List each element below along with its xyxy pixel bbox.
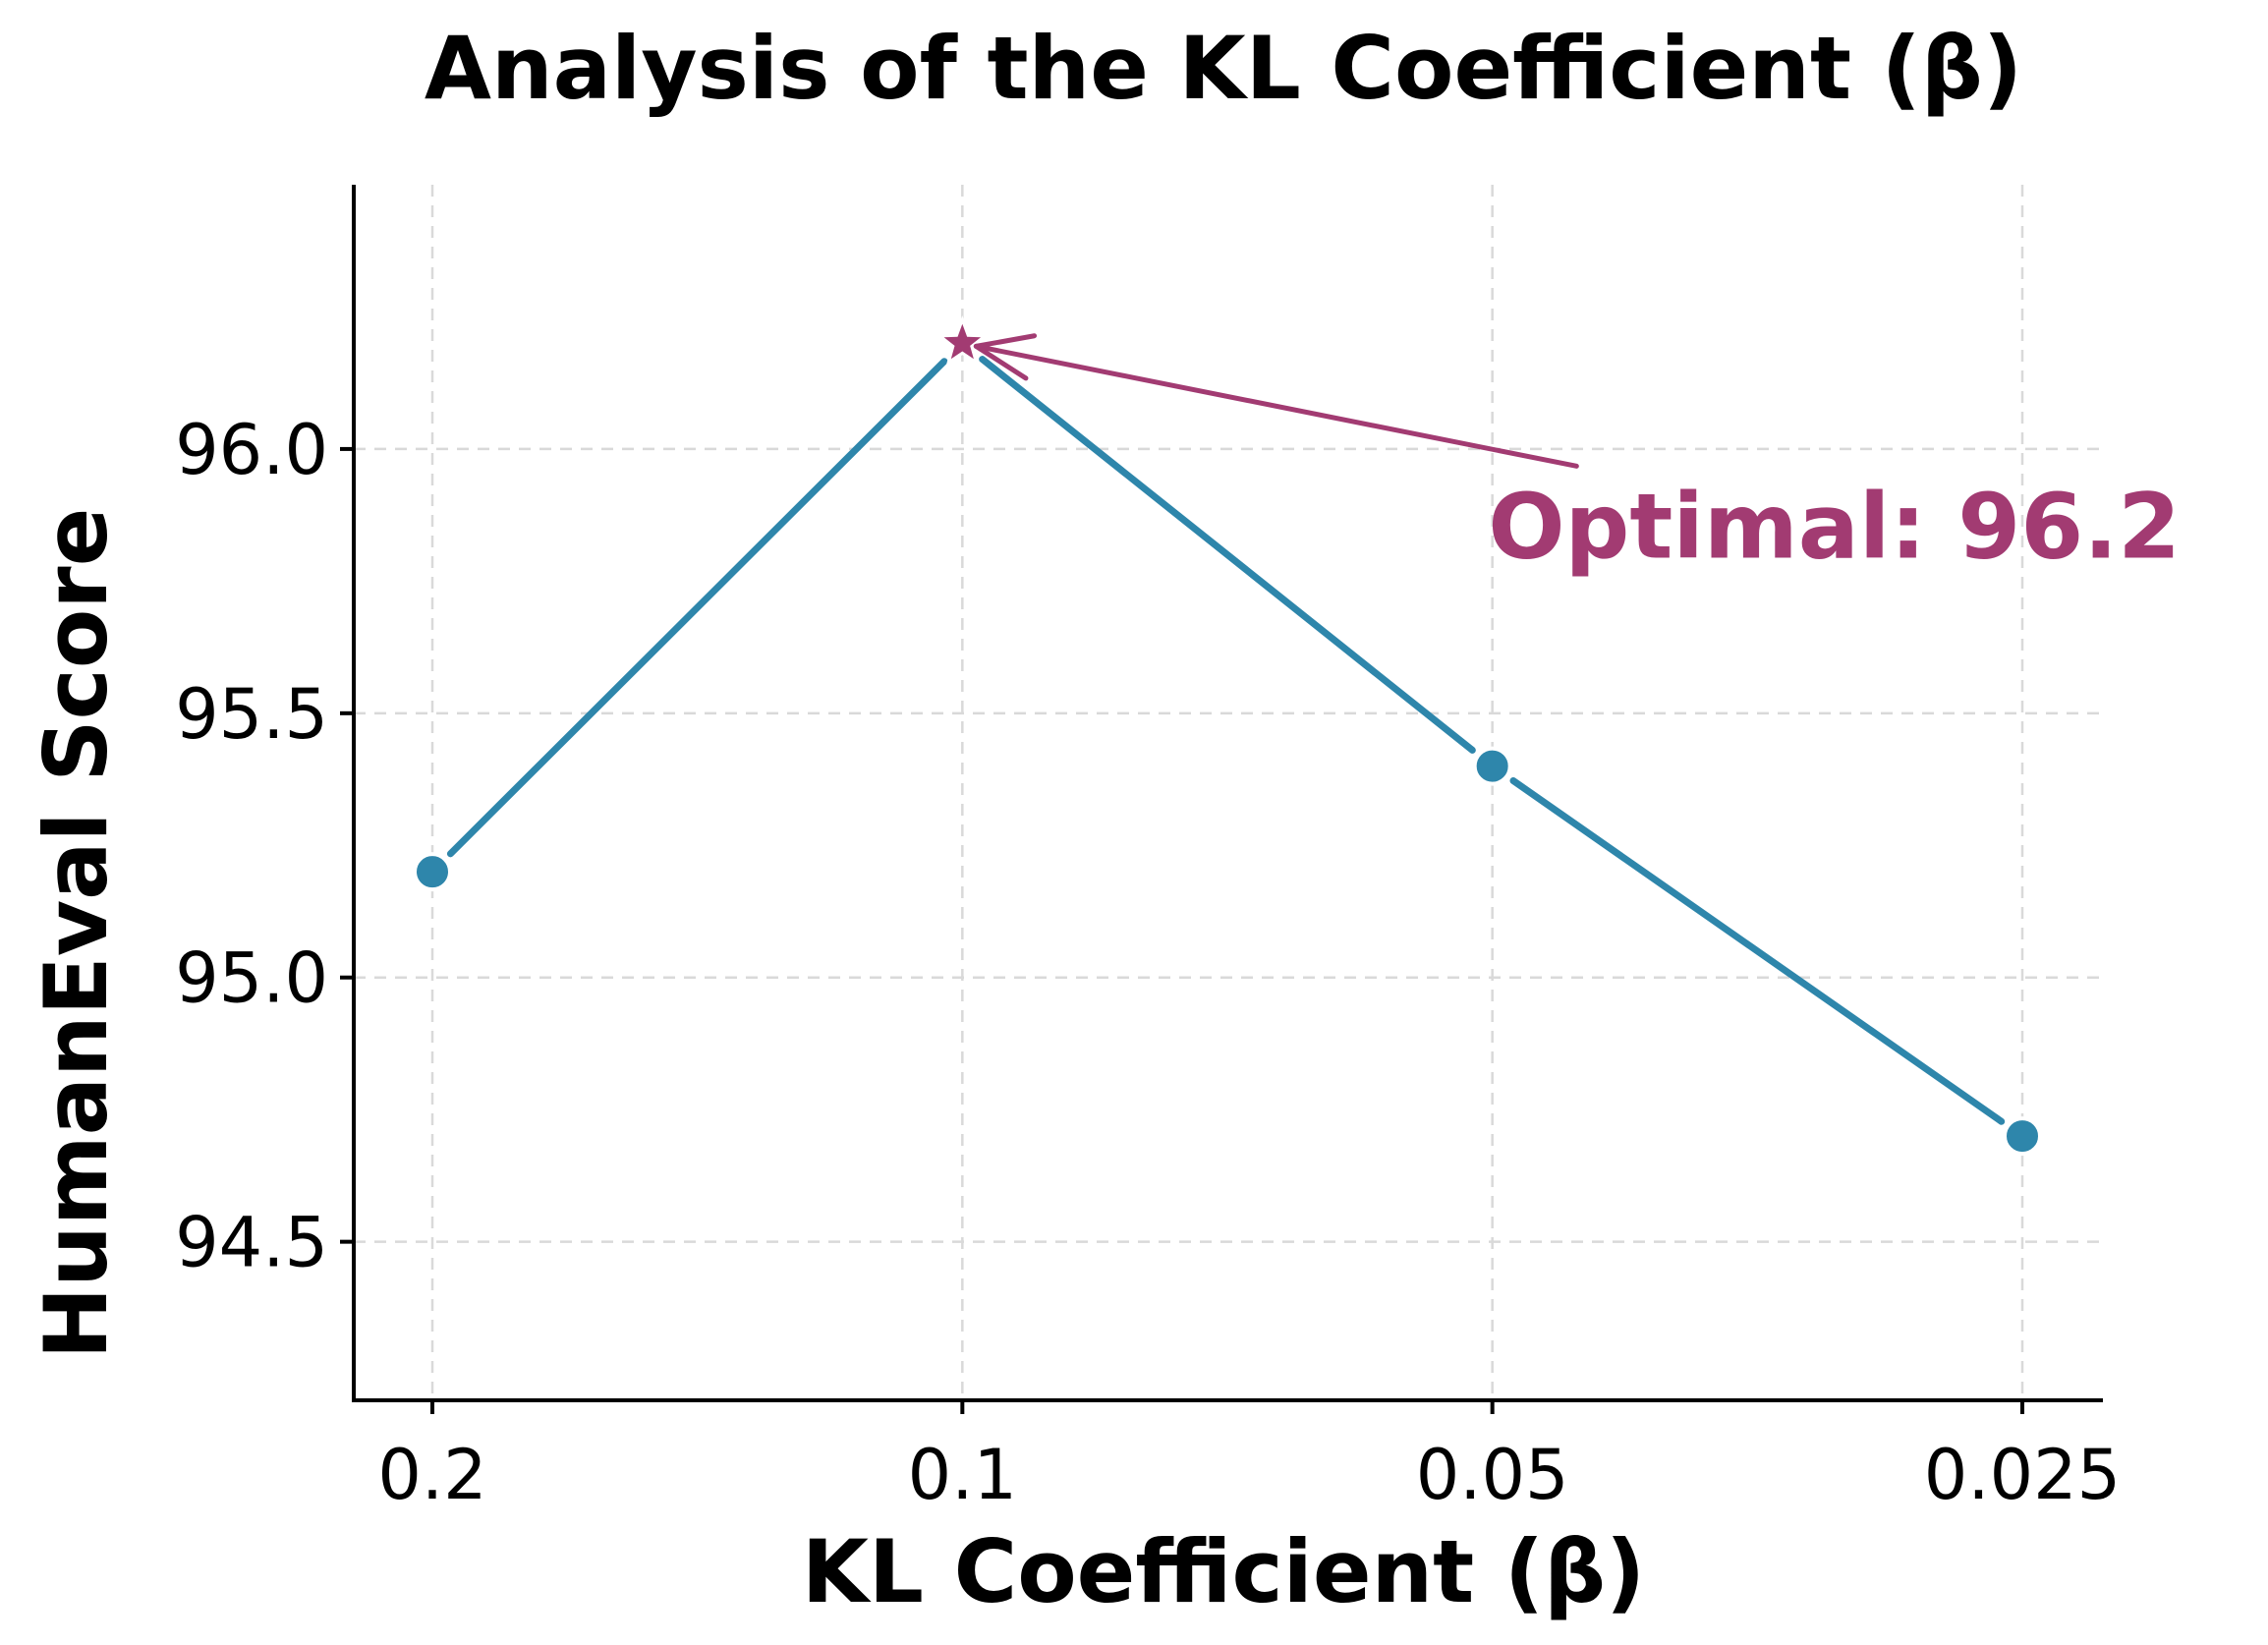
series	[413, 315, 2042, 1157]
y-tick-label: 95.0	[175, 938, 328, 1019]
optimal-star-marker	[936, 315, 990, 367]
grid	[354, 185, 2103, 1400]
y-tick-label: 96.0	[175, 410, 328, 490]
y-tick-label: 95.5	[175, 674, 328, 755]
series-line-segment	[446, 358, 948, 858]
annotation-group: Optimal: 96.2	[973, 333, 2181, 579]
x-tick-label: 0.2	[377, 1435, 486, 1515]
series-line-segment	[979, 356, 1476, 754]
data-point	[413, 852, 452, 892]
data-point	[2003, 1116, 2042, 1157]
annotation-arrow-shaft	[973, 343, 1579, 469]
x-tick-label: 0.025	[1924, 1435, 2121, 1515]
annotation-arrow-head	[973, 333, 1038, 381]
x-axis-label: KL Coefficient (β)	[802, 1521, 1646, 1622]
y-tick-label: 94.5	[175, 1203, 328, 1283]
axes	[352, 185, 2103, 1402]
y-axis-label: HumanEval Score	[26, 508, 127, 1360]
x-tick-label: 0.05	[1416, 1435, 1569, 1515]
series-line-segment	[1509, 776, 2006, 1125]
ticks: 94.5 95.0 95.5 96.0 0.2 0.1 0.05 0.025	[175, 410, 2121, 1515]
data-point	[1472, 746, 1512, 786]
chart-title: Analysis of the KL Coefficient (β)	[425, 18, 2022, 119]
x-tick-label: 0.1	[908, 1435, 1017, 1515]
annotation-label: Optimal: 96.2	[1488, 474, 2181, 579]
